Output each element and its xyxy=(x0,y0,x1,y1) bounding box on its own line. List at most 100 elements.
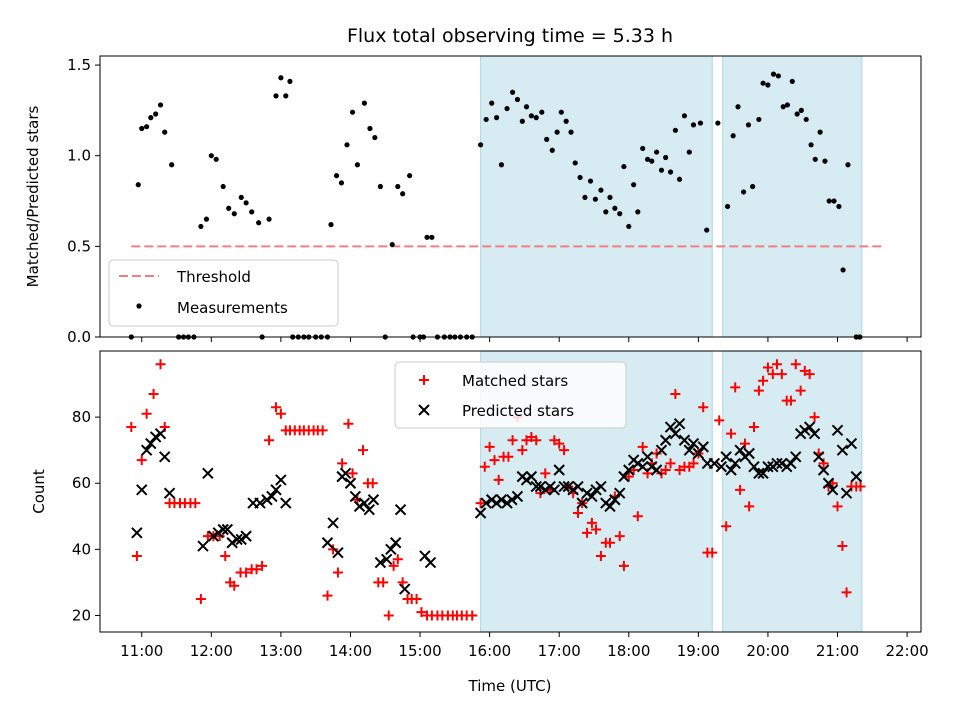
data-point xyxy=(818,458,829,469)
data-point xyxy=(503,451,514,462)
x-tick-label: 19:00 xyxy=(677,642,720,660)
data-point xyxy=(388,560,399,571)
data-point xyxy=(343,418,354,429)
data-point xyxy=(673,418,686,430)
data-point xyxy=(582,194,588,201)
data-point xyxy=(554,129,560,135)
x-tick-label: 21:00 xyxy=(816,642,859,660)
data-point xyxy=(636,460,649,473)
data-point xyxy=(562,480,574,493)
data-point xyxy=(822,477,835,489)
x-tick-label: 13:00 xyxy=(259,642,302,660)
data-point xyxy=(489,100,495,106)
data-point xyxy=(226,205,232,211)
data-point xyxy=(841,587,852,598)
data-point xyxy=(750,183,756,190)
data-point xyxy=(672,127,678,133)
data-point xyxy=(332,567,343,578)
data-point xyxy=(592,196,598,202)
data-point xyxy=(734,444,746,456)
data-point xyxy=(275,408,286,419)
data-point xyxy=(660,465,671,476)
data-point xyxy=(389,537,402,549)
x-tick-label: 20:00 xyxy=(746,642,789,660)
data-point xyxy=(231,211,237,217)
data-point xyxy=(477,142,484,148)
data-point xyxy=(385,543,397,556)
data-point xyxy=(197,540,209,552)
data-point xyxy=(553,464,565,476)
data-point xyxy=(721,521,732,532)
data-point xyxy=(344,142,350,148)
data-point xyxy=(257,560,268,571)
data-point xyxy=(367,494,380,506)
data-point xyxy=(506,494,518,506)
data-point xyxy=(377,183,383,190)
data-point xyxy=(771,359,782,370)
data-point xyxy=(618,560,629,571)
plot-frame xyxy=(99,350,922,633)
data-point xyxy=(688,458,699,469)
data-point xyxy=(780,104,786,110)
data-point xyxy=(131,527,143,539)
data-point xyxy=(190,498,201,509)
data-point xyxy=(735,104,741,110)
data-point xyxy=(586,490,598,503)
data-point xyxy=(794,111,800,117)
data-point xyxy=(670,388,681,399)
shaded-interval xyxy=(722,350,863,633)
data-point xyxy=(504,105,510,112)
data-point xyxy=(149,431,162,443)
data-point xyxy=(644,156,651,162)
data-point xyxy=(840,487,853,499)
data-point xyxy=(344,477,357,489)
data-point xyxy=(646,460,658,473)
data-point xyxy=(380,553,393,565)
data-point xyxy=(576,497,588,509)
data-point xyxy=(220,183,226,190)
data-point xyxy=(548,484,561,496)
data-point xyxy=(757,467,769,480)
legend-label-threshold: Threshold xyxy=(176,268,251,286)
data-point xyxy=(598,187,604,193)
data-point xyxy=(169,162,175,168)
data-point xyxy=(623,471,634,482)
data-point xyxy=(332,546,344,559)
data-point xyxy=(762,460,774,473)
data-point xyxy=(697,120,704,126)
data-point xyxy=(831,424,844,437)
x-tick-label: 18:00 xyxy=(607,642,650,660)
data-point xyxy=(195,593,206,604)
data-point xyxy=(795,385,806,396)
data-point xyxy=(531,435,542,446)
data-point xyxy=(353,500,366,513)
data-point xyxy=(563,118,569,124)
data-point xyxy=(785,395,796,406)
data-point xyxy=(217,523,229,536)
data-point xyxy=(158,451,171,463)
data-point xyxy=(669,427,682,440)
data-point xyxy=(270,484,282,496)
legend-label-matched: Matched stars xyxy=(462,372,568,390)
data-point xyxy=(704,227,710,233)
data-point xyxy=(817,129,823,135)
data-point xyxy=(729,457,741,470)
data-point xyxy=(760,80,766,86)
data-point xyxy=(155,359,166,370)
data-point xyxy=(720,451,732,463)
data-point xyxy=(231,533,243,546)
data-point xyxy=(568,129,574,135)
data-point xyxy=(707,547,718,558)
x-axis-label: Time (UTC) xyxy=(468,677,552,695)
data-point xyxy=(587,178,594,184)
x-tick-label: 14:00 xyxy=(329,642,372,660)
data-point xyxy=(676,176,683,182)
data-point xyxy=(632,511,643,522)
plot-frame xyxy=(99,55,922,338)
data-point xyxy=(163,487,176,499)
data-point xyxy=(604,537,615,548)
data-point xyxy=(650,464,663,476)
data-point xyxy=(836,444,849,456)
data-point xyxy=(407,173,413,179)
data-point xyxy=(416,607,427,618)
